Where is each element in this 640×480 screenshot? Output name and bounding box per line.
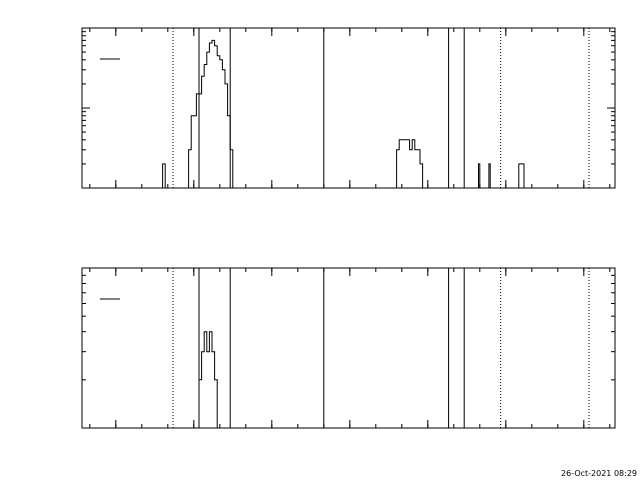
data-series-line: [82, 39, 615, 189]
footer-timestamp: 26-Oct-2021 08:29: [561, 469, 637, 478]
data-series-line: [82, 331, 615, 429]
plot-frame: [81, 27, 616, 189]
lo-channel-panel: [81, 27, 616, 189]
hi-channel-panel: [81, 267, 616, 429]
plot-frame: [81, 267, 616, 429]
